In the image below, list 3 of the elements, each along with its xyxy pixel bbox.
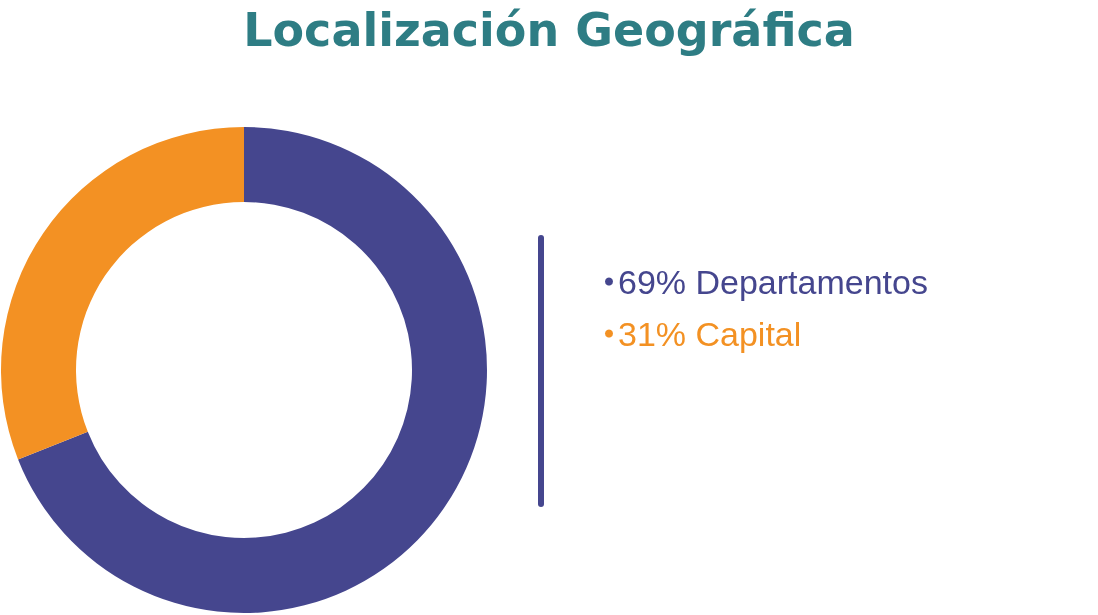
legend-label: 31% Capital xyxy=(618,314,802,353)
legend-label: 69% Departamentos xyxy=(618,262,928,301)
chart-title: Localización Geográfica xyxy=(243,3,855,57)
